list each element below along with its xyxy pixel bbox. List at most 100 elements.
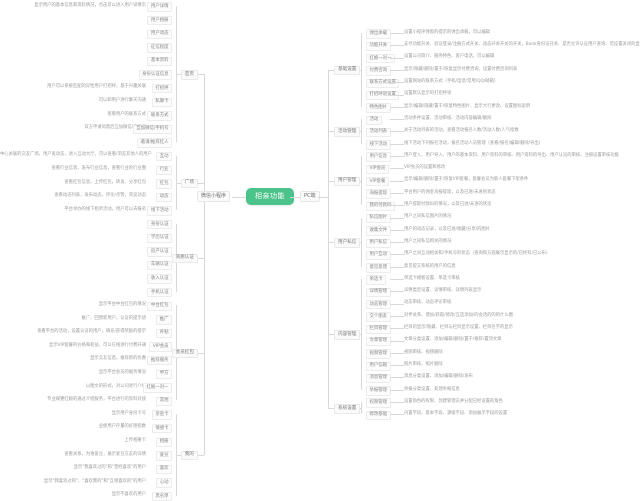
group-label[interactable]: 广场	[180, 178, 198, 189]
row-item-label[interactable]: 行业	[156, 165, 172, 175]
row-item-label[interactable]: 功能开关	[366, 41, 391, 52]
row-item-label[interactable]: 特色图片	[366, 103, 391, 113]
row-item-label[interactable]: 喜欢	[156, 464, 172, 475]
row-item-label[interactable]: 邀请/推荐红人	[137, 138, 172, 148]
row-item-label[interactable]: 用户动态	[147, 29, 172, 39]
row-item-label[interactable]: 心动	[156, 478, 172, 488]
row-item-label[interactable]: 房产认证	[147, 247, 172, 257]
row-item-label[interactable]: 交个朋友	[366, 312, 391, 322]
row-item-label[interactable]: 互动	[156, 152, 172, 162]
row-item-label[interactable]: 亲密卡	[151, 410, 172, 420]
row-item-label[interactable]: 黑名单	[151, 492, 172, 501]
row-item-label[interactable]: 消息管理	[366, 373, 391, 384]
row-item-label[interactable]: 联系方式	[147, 111, 172, 121]
row-item-label[interactable]: 身份认证信息	[138, 70, 172, 80]
connector-line	[390, 328, 404, 330]
group-label[interactable]: 我的	[180, 450, 198, 461]
row-item-label[interactable]: 单选卡	[366, 275, 387, 285]
row-description: 推广、回馈新用户，认证的提示语	[81, 315, 146, 321]
row-description: 上传相册卡	[124, 438, 146, 443]
connector-line	[390, 192, 404, 194]
row-item-label[interactable]: 举报管理	[366, 386, 391, 396]
row-item-label[interactable]: 情感卡	[151, 424, 172, 434]
row-item-label[interactable]: 甲方	[156, 369, 172, 379]
row-item-label[interactable]: 红娘一对一	[366, 54, 395, 64]
row-item-label[interactable]: 我的付款码	[366, 201, 395, 211]
row-item-label[interactable]: 学历认证	[147, 233, 172, 243]
row-item-label[interactable]: 相册	[156, 437, 172, 447]
row-item-label[interactable]: 用户详情	[147, 2, 172, 12]
row-item-label[interactable]: 收入认证	[147, 274, 172, 284]
row-item-label[interactable]: 车辆认证	[147, 260, 172, 271]
row-item-label[interactable]: 动态	[156, 192, 172, 203]
row-item-label[interactable]: 视频管理	[366, 349, 391, 359]
row-item-label[interactable]: 收集文件	[366, 226, 391, 236]
row-description: 显示/编辑/隐藏/置于/恢复特色图片、显示大行更改、设置图标说明	[404, 103, 531, 109]
row-item-label[interactable]: 线下活动	[147, 206, 172, 216]
connector-line	[361, 156, 362, 206]
row-item-label[interactable]: 文章管理	[366, 336, 391, 347]
row-item-label[interactable]: 身份认证	[147, 220, 172, 230]
row-item-label[interactable]: 付费咨询	[366, 66, 391, 76]
row-item-label[interactable]: 用户相册	[147, 16, 172, 26]
row-item-label[interactable]: 互加微信/手机号	[132, 124, 172, 135]
row-item-label[interactable]: 弹出承载	[366, 29, 391, 39]
group-label[interactable]: 基础设置	[334, 65, 361, 76]
row-description: 平台举办的线下相亲活动，用户可以去报名	[64, 206, 146, 212]
row-item-label[interactable]: 推广	[156, 315, 172, 325]
row-item-label[interactable]: 栏目管理	[366, 324, 391, 334]
row-item-label[interactable]: 基本资料	[147, 56, 172, 67]
row-item-label[interactable]: VIP套餐	[366, 177, 389, 187]
row-item-label[interactable]: 联系方式设置	[366, 78, 400, 88]
group-label[interactable]: 会员红包	[171, 348, 198, 359]
row-item-label[interactable]: VIP会员	[149, 342, 172, 352]
root-node[interactable]: 相亲功能	[246, 188, 294, 205]
row-description: 平台用户的佣金海报提现，以及已进/未进的状态	[404, 189, 496, 195]
group-label[interactable]: 内容管理	[334, 330, 361, 340]
row-item-label[interactable]: 打招呼	[151, 84, 172, 94]
row-description: 设置默认显示的打招呼语	[404, 91, 452, 97]
connector-line	[198, 182, 204, 184]
row-item-label[interactable]: 征信程度	[147, 43, 172, 53]
connector-line	[361, 279, 362, 390]
row-item-label[interactable]: 打招呼语设置	[366, 90, 400, 101]
row-description: 显示VIP套餐的价格和权益，可以在线进行付费开通	[48, 342, 146, 348]
row-item-label[interactable]: VIP会员	[366, 164, 389, 175]
group-label[interactable]: 用户私信	[334, 238, 361, 248]
row-description: 对伴关系、增加/获取/修改/互选添加/的会话的的的什么圈	[404, 312, 513, 318]
connector-line	[328, 408, 334, 410]
row-item-label[interactable]: 推荐服务	[147, 356, 172, 366]
row-item-label[interactable]: 补贴	[156, 328, 172, 339]
group-label[interactable]: 首页	[180, 70, 198, 80]
row-item-label[interactable]: 红包	[156, 179, 172, 189]
row-item-label[interactable]: 私聊卡	[151, 97, 172, 107]
row-item-label[interactable]: 红娘一对一	[143, 383, 172, 393]
row-item-label[interactable]: 活动	[366, 115, 382, 125]
row-item-label[interactable]: 其他	[156, 396, 172, 407]
row-item-label[interactable]: 用户私信	[366, 238, 391, 248]
connector-line	[328, 69, 334, 71]
row-description: 用户登入、用户导入、用户的基本资料、用户资料的审核、用户资料的导出、用户认证的审…	[404, 152, 619, 158]
group-label[interactable]: 资质认证	[171, 253, 198, 264]
group-label[interactable]: 用户管理	[334, 176, 361, 187]
row-item-label[interactable]: 用户信箱	[366, 361, 391, 371]
row-item-label[interactable]: 私信图片	[366, 213, 391, 224]
row-item-label[interactable]: 手机认证	[147, 288, 172, 298]
row-description: 显示"我喜欢过的"和"曾经喜欢"的用户	[73, 465, 146, 471]
branch-label-mini-program[interactable]: 微信小程序	[196, 191, 230, 202]
row-item-label[interactable]: 线下活动	[366, 140, 391, 150]
row-item-label[interactable]: 活动列表	[366, 127, 391, 138]
row-item-label[interactable]: 修改基础	[366, 410, 391, 421]
group-label[interactable]: 系统设置	[334, 404, 361, 414]
branch-label-pc[interactable]: PC端	[300, 191, 320, 202]
row-item-label[interactable]: 用户互动	[366, 250, 391, 261]
row-item-label[interactable]: 动态管理	[366, 300, 391, 310]
row-item-label[interactable]: 海报提现	[366, 189, 391, 199]
row-item-label[interactable]: 详情管理	[366, 287, 391, 298]
row-item-label[interactable]: 中台红包	[147, 301, 172, 311]
row-item-label[interactable]: 爱豆	[156, 451, 172, 461]
group-label[interactable]: 活动管理	[334, 127, 361, 137]
row-description: 详情类型设置、详情审核、详情列表显示	[404, 288, 482, 294]
row-item-label[interactable]: 意见反馈	[366, 263, 391, 273]
row-item-label[interactable]: 用户信息	[366, 152, 391, 162]
